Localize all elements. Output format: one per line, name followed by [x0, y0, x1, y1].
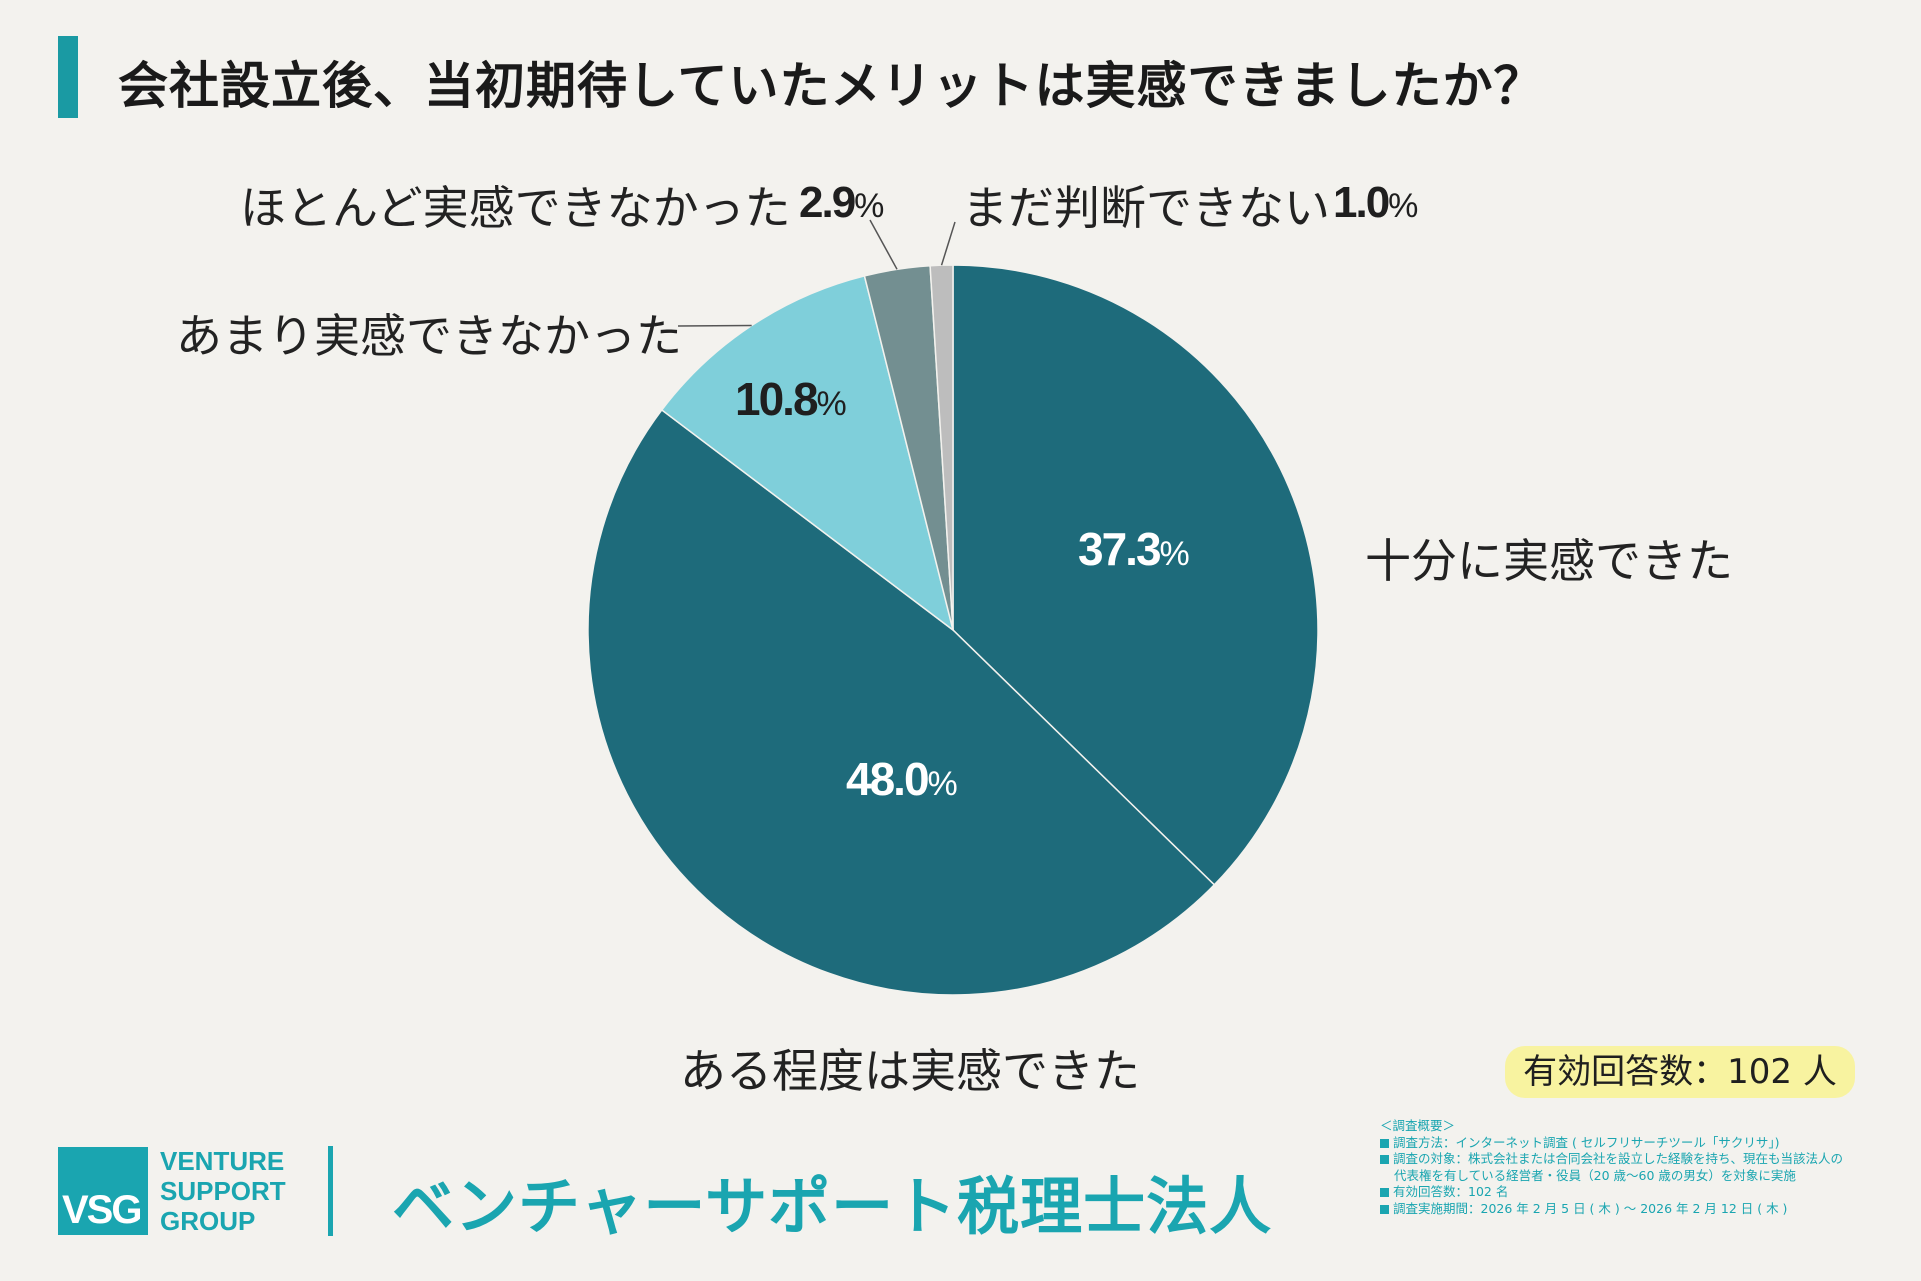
overview-count-row: 有効回答数：102 名 [1380, 1184, 1900, 1201]
respondents-badge: 有効回答数：102 人 [1505, 1046, 1855, 1098]
logo-divider [328, 1146, 333, 1236]
leader-line-hotondo [869, 219, 898, 270]
overview-heading: ＜調査概要＞ [1380, 1118, 1456, 1133]
logo-line-2: SUPPORT [160, 1176, 286, 1206]
pct-aru-teido-unit: % [927, 765, 958, 803]
pct-amari: 10.8% [735, 372, 847, 426]
pct-mada: 1.0% [1333, 178, 1418, 228]
label-hotondo: ほとんど実感できなかった [240, 181, 791, 235]
overview-period: 調査実施期間：2026 年 2 月 5 日 ( 木 ) 〜 2026 年 2 月… [1393, 1200, 1788, 1216]
pct-mada-value: 1.0 [1333, 178, 1390, 227]
pct-amari-unit: % [816, 385, 847, 423]
slice-juubun [952, 264, 1319, 886]
survey-overview: ＜調査概要＞ 調査方法：インターネット調査 ( セルフリサーチツール「サクリサ」… [1380, 1118, 1900, 1217]
pct-hotondo-value: 2.9 [799, 178, 856, 227]
pct-hotondo-unit: % [854, 187, 885, 225]
logo-line-3: GROUP [160, 1206, 256, 1236]
label-amari: あまり実感できなかった [176, 309, 682, 363]
pct-amari-value: 10.8 [735, 373, 819, 425]
pct-juubun-value: 37.3 [1078, 523, 1162, 575]
overview-target-2: 代表権を有している経営者・役員（20 歳〜60 歳の男女）を対象に実施 [1394, 1167, 1796, 1183]
pct-hotondo: 2.9% [799, 178, 884, 228]
title-accent-bar [58, 36, 78, 118]
overview-method-row: 調査方法：インターネット調査 ( セルフリサーチツール「サクリサ」) [1380, 1135, 1900, 1152]
pct-aru-teido-value: 48.0 [846, 753, 930, 805]
pct-aru-teido: 48.0% [846, 752, 958, 806]
overview-method: 調査方法：インターネット調査 ( セルフリサーチツール「サクリサ」) [1393, 1134, 1780, 1150]
bullet-square-icon [1380, 1155, 1389, 1164]
overview-period-row: 調査実施期間：2026 年 2 月 5 日 ( 木 ) 〜 2026 年 2 月… [1380, 1201, 1900, 1218]
label-aru-teido: ある程度は実感できた [680, 1044, 1140, 1098]
leader-line-mada [940, 221, 956, 266]
pct-juubun-unit: % [1159, 535, 1190, 573]
slice-aru-teido [587, 408, 1216, 996]
chart-title: 会社設立後、当初期待していたメリットは実感できましたか？ [118, 57, 1545, 115]
overview-target-row: 調査の対象：株式会社または合同会社を設立した経験を持ち、現在も当該法人の [1380, 1151, 1900, 1168]
pct-mada-unit: % [1388, 187, 1419, 225]
pct-juubun: 37.3% [1078, 522, 1190, 576]
company-name: ベンチャーサポート税理士法人 [392, 1170, 1273, 1243]
vsg-logo-mark: VSG [62, 1188, 142, 1232]
label-mada: まだ判断できない [962, 181, 1330, 235]
bullet-square-icon [1380, 1204, 1389, 1214]
logo-line-1: VENTURE [160, 1146, 285, 1176]
bullet-square-icon [1380, 1138, 1389, 1148]
logo-wordmark: VENTURE SUPPORT GROUP [160, 1146, 286, 1236]
label-juubun: 十分に実感できた [1365, 534, 1733, 588]
vsg-logo: VSG [58, 1147, 148, 1235]
overview-count: 有効回答数：102 名 [1393, 1184, 1509, 1199]
overview-target-1: 調査の対象：株式会社または合同会社を設立した経験を持ち、現在も当該法人の [1393, 1151, 1844, 1166]
bullet-square-icon [1380, 1188, 1389, 1197]
